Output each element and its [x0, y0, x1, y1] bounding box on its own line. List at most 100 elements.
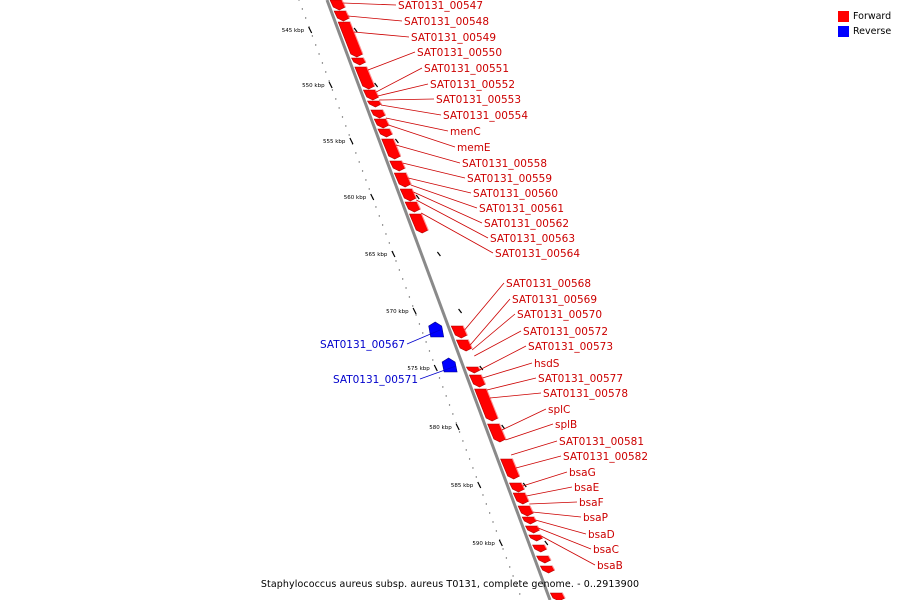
leader-line [538, 527, 592, 550]
track-dot [321, 62, 324, 64]
leader-line [395, 144, 461, 164]
forward-gene-feature [450, 325, 468, 339]
feature-highlight [341, 0, 346, 8]
track-dot [458, 431, 461, 433]
leader-line [464, 282, 505, 331]
gene-label-sat0131-00564: SAT0131_00564 [495, 248, 580, 260]
gene-label-sat0131-00562: SAT0131_00562 [484, 218, 569, 230]
forward-swatch [838, 11, 849, 22]
leader-line [526, 486, 573, 497]
strand-tick [479, 365, 484, 371]
feature-highlight [345, 10, 350, 19]
track-dot [375, 206, 377, 208]
gene-label-sat0131-00559: SAT0131_00559 [467, 173, 552, 185]
track-dot [412, 305, 414, 307]
forward-gene-feature [354, 66, 376, 90]
feature-highlight [382, 109, 386, 116]
gene-label-bsad: bsaD [588, 529, 615, 541]
forward-gene-feature [366, 100, 382, 108]
track-dot [445, 395, 447, 397]
ruler-tick [498, 539, 503, 547]
legend-label-forward: Forward [853, 11, 892, 22]
feature-highlight [544, 544, 548, 550]
forward-gene-feature [521, 516, 537, 525]
leader-line [505, 423, 554, 441]
leader-line [377, 83, 429, 97]
forward-gene-feature [512, 492, 530, 505]
track-dot [341, 116, 344, 118]
feature-highlight [389, 128, 393, 135]
track-dot [502, 548, 504, 550]
track-dot [422, 332, 424, 334]
leader-line [343, 2, 397, 6]
leader-line [410, 184, 478, 209]
forward-gene-feature [455, 339, 473, 352]
forward-gene-feature [377, 128, 393, 138]
track-dot [331, 89, 334, 91]
ruler-tick [308, 26, 313, 34]
leader-line [402, 162, 466, 179]
legend-label-reverse: Reverse [853, 26, 892, 37]
leader-line [380, 104, 442, 116]
track-dot [488, 512, 491, 514]
tick-label-565-kbp: 565 kbp [365, 252, 388, 258]
gene-label-sat0131-00561: SAT0131_00561 [479, 203, 564, 215]
forward-gene-feature [409, 213, 429, 234]
track-dot [348, 134, 350, 136]
gene-label-sat0131-00578: SAT0131_00578 [543, 388, 628, 400]
gene-label-sat0131-00563: SAT0131_00563 [490, 233, 575, 245]
strand-tick [353, 27, 358, 33]
gene-label-sat0131-00581: SAT0131_00581 [559, 436, 644, 448]
gene-label-sat0131-00570: SAT0131_00570 [517, 309, 602, 321]
forward-gene-feature [528, 534, 544, 542]
feature-highlight [421, 213, 429, 231]
track-dot [355, 152, 357, 154]
forward-gene-feature [500, 458, 521, 480]
track-dot [395, 260, 397, 262]
track-dot [442, 386, 444, 388]
leader-line [353, 31, 410, 38]
forward-gene-feature [333, 10, 350, 22]
forward-gene-feature [362, 89, 380, 101]
legend: Forward Reverse [838, 9, 891, 39]
tick-label-590-kbp: 590 kbp [472, 541, 495, 547]
gene-label-sat0131-00582: SAT0131_00582 [563, 451, 648, 463]
track-dot [455, 422, 457, 424]
strand-tick [544, 540, 549, 546]
gene-label-sat0131-00569: SAT0131_00569 [512, 294, 597, 306]
gene-label-sat0131-00554: SAT0131_00554 [443, 110, 528, 122]
track-dot [512, 575, 514, 577]
ruler-tick [370, 193, 375, 201]
track-dot [465, 449, 467, 451]
forward-gene-feature [329, 0, 346, 11]
track-dot [468, 458, 471, 460]
forward-gene-feature [474, 388, 499, 422]
track-dot [408, 296, 411, 298]
gene-label-bsaf: bsaF [579, 497, 604, 509]
gene-label-bsap: bsaP [583, 512, 608, 524]
track-dot [452, 413, 454, 415]
track-dot [328, 80, 330, 82]
track-dot [401, 278, 404, 280]
leader-line [471, 313, 516, 351]
track-dot [385, 233, 387, 235]
leader-line [408, 177, 472, 194]
track-dot [338, 107, 340, 109]
track-dot [378, 215, 380, 217]
gene-label-bsac: bsaC [593, 544, 619, 556]
leader-line [532, 511, 582, 518]
strand-tick [458, 308, 463, 314]
feature-highlight [548, 555, 552, 561]
track-dot [311, 35, 314, 37]
gene-label-sat0131-00550: SAT0131_00550 [417, 47, 502, 59]
gene-labels: SAT0131_00547 SAT0131_00548 SAT0131_00549 S… [320, 0, 648, 572]
feature-highlight [349, 21, 364, 55]
tick-label-545-kbp: 545 kbp [282, 28, 305, 34]
forward-gene-feature [509, 482, 525, 493]
leader-line [385, 117, 449, 132]
track-dot [365, 179, 367, 181]
feature-highlight [480, 374, 486, 385]
feature-highlight [379, 100, 382, 105]
forward-gene-feature [468, 374, 486, 388]
tick-label-575-kbp: 575 kbp [407, 366, 430, 372]
